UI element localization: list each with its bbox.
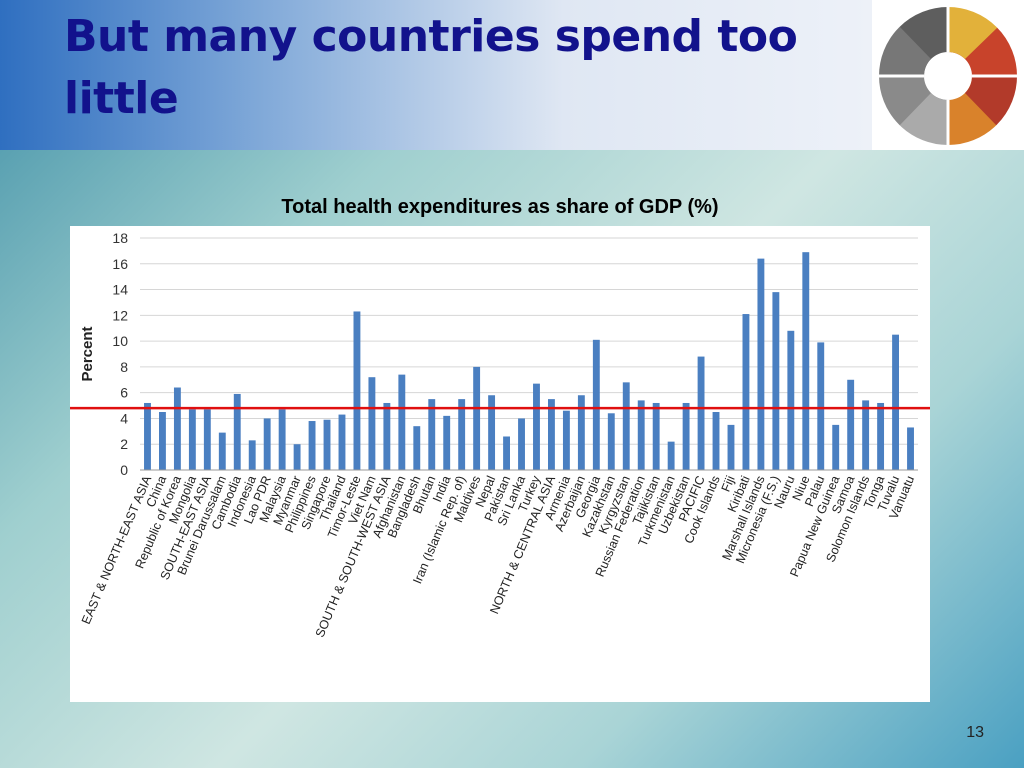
bar: [323, 419, 331, 470]
bar: [607, 413, 615, 470]
bar: [293, 444, 301, 470]
bar: [203, 409, 211, 470]
y-tick-label: 18: [112, 230, 128, 246]
bar: [787, 330, 795, 470]
bar: [398, 374, 406, 470]
bar: [353, 311, 361, 470]
bar: [218, 432, 226, 470]
bar: [428, 399, 436, 470]
y-tick-label: 6: [120, 385, 128, 401]
bar: [278, 409, 286, 470]
bar: [577, 395, 585, 470]
page-number: 13: [966, 724, 984, 741]
bar: [413, 426, 421, 470]
bar: [562, 410, 570, 470]
bar: [682, 402, 690, 470]
bar: [443, 415, 451, 470]
photo-wheel-logo-icon: [877, 5, 1019, 147]
chart-title: Total health expenditures as share of GD…: [281, 196, 719, 218]
bar: [622, 382, 630, 470]
bar: [892, 334, 899, 470]
bar: [488, 395, 496, 470]
slide-title: But many countries spend too little: [64, 11, 798, 124]
bar: [832, 424, 840, 470]
bar: [248, 440, 256, 470]
bar: [159, 412, 166, 470]
y-tick-label: 10: [112, 333, 128, 349]
bar: [697, 356, 705, 470]
bar: [847, 379, 855, 470]
bar: [173, 387, 181, 470]
bar: [383, 402, 391, 470]
y-tick-label: 12: [112, 307, 128, 323]
y-tick-label: 2: [120, 436, 128, 452]
bar: [533, 383, 540, 470]
bar: [637, 400, 645, 470]
bar: [188, 409, 196, 470]
bar: [233, 393, 241, 470]
bar: [667, 441, 675, 470]
bar: [263, 418, 271, 470]
bar: [727, 424, 735, 470]
bar: [802, 252, 810, 470]
y-tick-label: 14: [112, 282, 128, 298]
bar: [772, 292, 780, 470]
y-tick-label: 16: [112, 256, 128, 272]
bar: [592, 339, 600, 470]
bar: [503, 436, 510, 470]
y-tick-label: 8: [120, 359, 128, 375]
bar: [742, 314, 750, 470]
bar: [368, 377, 376, 470]
bar: [862, 400, 870, 470]
bar: [907, 427, 914, 470]
y-tick-label: 4: [120, 410, 128, 426]
y-tick-label: 0: [120, 462, 128, 478]
bar: [308, 421, 316, 470]
bar: [518, 418, 525, 470]
bar: [877, 402, 885, 470]
slide-header: But many countries spend too little: [0, 0, 1024, 150]
y-axis-label: Percent: [79, 326, 96, 381]
bar: [712, 412, 720, 470]
bar: [338, 414, 346, 470]
bar: [458, 399, 466, 470]
chart-area: 0 2 4 6 8 10 12 14 16 18 Percent EAST & NORTH-EAST …: [70, 226, 930, 702]
x-category-label: Fiji: [719, 474, 738, 494]
bar: [144, 402, 151, 470]
bar: [652, 402, 660, 470]
bar: [817, 342, 825, 470]
logo: [872, 0, 1024, 150]
bar: [757, 258, 765, 470]
bar: [548, 399, 555, 470]
bar: [473, 366, 481, 470]
